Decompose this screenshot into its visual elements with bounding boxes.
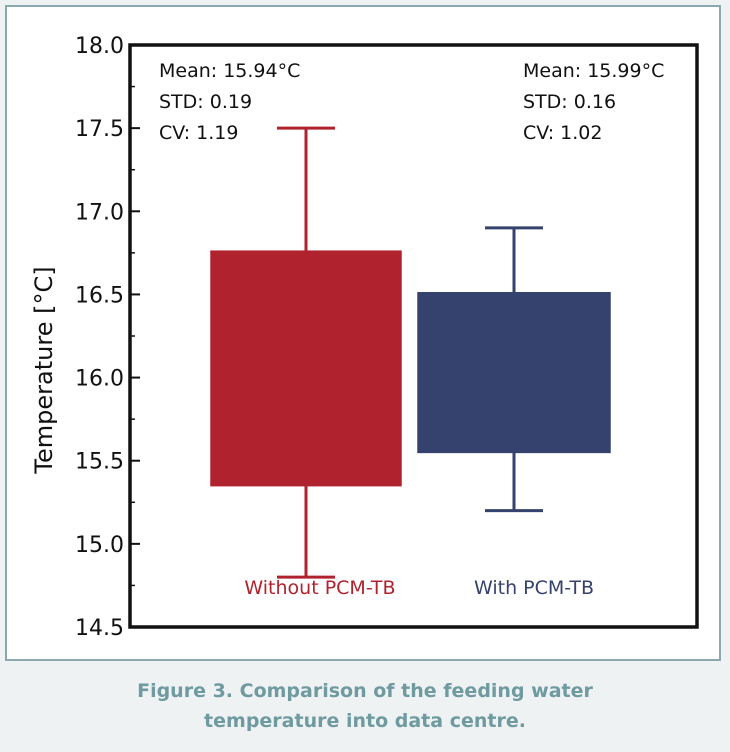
stat-text: CV: 1.02 <box>523 122 602 144</box>
y-tick-label: 14.5 <box>75 616 124 641</box>
stat-text: Mean: 15.94°C <box>159 60 300 82</box>
category-label: With PCM-TB <box>474 577 594 599</box>
y-tick-label: 17.0 <box>75 200 124 225</box>
y-tick-label: 16.5 <box>75 283 124 308</box>
y-axis-label: Temperature [°C] <box>30 266 58 474</box>
category-label: Without PCM-TB <box>244 577 395 599</box>
y-tick-label: 15.0 <box>75 533 124 558</box>
box-with-pcm-tb <box>417 292 611 454</box>
stat-text: CV: 1.19 <box>159 122 238 144</box>
stat-text: STD: 0.19 <box>159 91 252 113</box>
box-without-pcm-tb <box>210 250 402 487</box>
caption-line-1: Figure 3. Comparison of the feeding wate… <box>137 680 593 702</box>
caption-line-2: temperature into data centre. <box>204 710 526 732</box>
y-tick-label: 18.0 <box>75 34 124 59</box>
box-plot: 14.5 15.0 15.5 16.0 16.5 17.0 17.5 18.0 Mean: 1… <box>30 34 699 641</box>
figure-caption: Figure 3. Comparison of the feeding wate… <box>0 676 730 736</box>
y-tick-label: 15.5 <box>75 450 124 475</box>
stat-text: STD: 0.16 <box>523 91 616 113</box>
y-tick-label: 17.5 <box>75 117 124 142</box>
y-tick-label: 16.0 <box>75 367 124 392</box>
stat-text: Mean: 15.99°C <box>523 60 664 82</box>
